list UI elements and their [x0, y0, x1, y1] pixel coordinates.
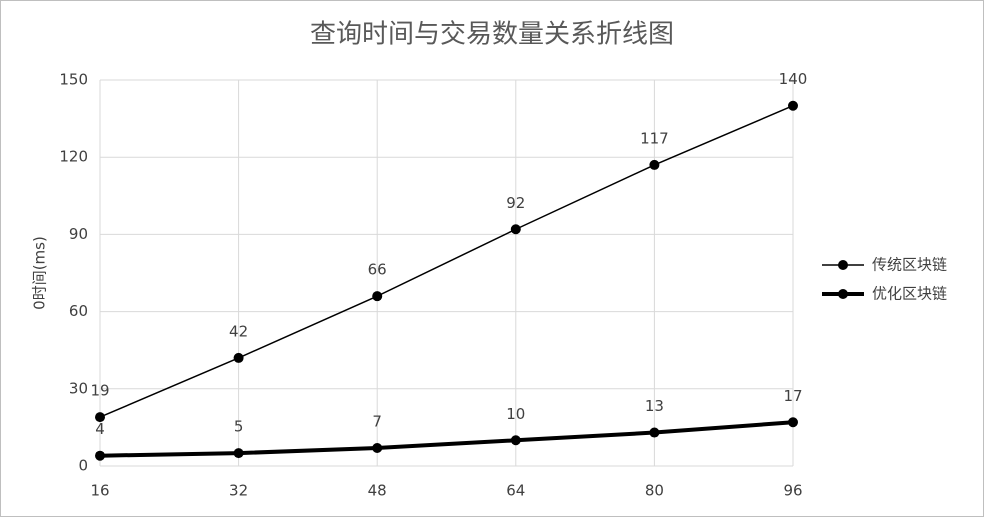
data-point — [510, 435, 521, 446]
y-tick-label: 120 — [59, 148, 88, 166]
data-label: 66 — [368, 261, 387, 279]
data-point — [788, 100, 798, 111]
data-label: 13 — [645, 397, 664, 415]
data-point — [372, 442, 383, 453]
data-point — [233, 352, 244, 363]
y-tick-label: 0 — [78, 457, 88, 475]
data-point — [649, 427, 660, 438]
legend-marker — [838, 260, 848, 270]
x-tick-label: 64 — [506, 482, 525, 500]
data-label: 117 — [640, 129, 669, 147]
data-point — [95, 412, 105, 423]
y-axis-label: 0时间(ms) — [31, 236, 49, 310]
data-label: 19 — [90, 382, 109, 400]
chart-title: 查询时间与交易数量关系折线图 — [310, 20, 674, 50]
y-tick-label: 90 — [69, 225, 88, 243]
x-tick-label: 96 — [783, 482, 802, 500]
data-point — [649, 159, 660, 170]
data-label: 7 — [372, 412, 382, 430]
data-point — [510, 224, 521, 235]
x-tick-label: 48 — [368, 482, 387, 500]
data-label: 42 — [229, 322, 248, 340]
data-label: 140 — [779, 70, 808, 88]
x-tick-label: 16 — [90, 482, 109, 500]
legend-label: 优化区块链 — [872, 285, 947, 303]
data-label: 4 — [95, 420, 105, 438]
y-tick-label: 30 — [69, 379, 88, 397]
data-point — [233, 448, 244, 459]
data-label: 92 — [506, 194, 525, 212]
series-line — [99, 105, 794, 418]
data-label: 17 — [783, 387, 802, 405]
data-point — [95, 450, 105, 461]
data-label: 5 — [234, 418, 244, 436]
x-tick-label: 80 — [645, 482, 664, 500]
legend-label: 传统区块链 — [872, 256, 947, 274]
legend-marker — [838, 289, 848, 299]
series-line — [99, 420, 794, 458]
y-tick-label: 60 — [69, 302, 88, 320]
data-point — [372, 291, 383, 302]
y-tick-label: 150 — [59, 71, 88, 89]
data-label: 10 — [506, 405, 525, 423]
x-tick-label: 32 — [229, 482, 248, 500]
data-point — [788, 417, 798, 428]
